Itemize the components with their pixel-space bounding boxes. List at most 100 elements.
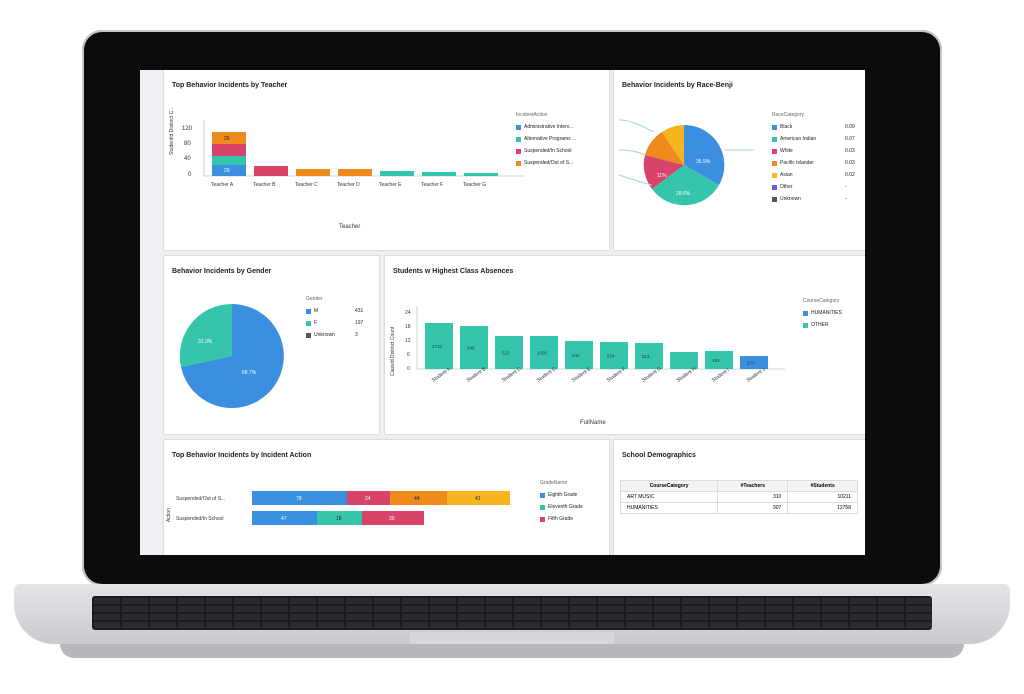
panel-class-absences: Students w Highest Class Absences ClassI… [385, 256, 865, 434]
bar-label: 523 [502, 351, 510, 356]
pie-slice[interactable] [181, 304, 284, 408]
legend-label: Black [780, 124, 793, 130]
bar-label: 26 [224, 136, 230, 142]
bar[interactable] [464, 173, 498, 176]
bar[interactable] [425, 323, 453, 369]
legend-item[interactable]: Suspended/Out of S... [516, 160, 573, 166]
bar[interactable] [530, 336, 558, 369]
bar[interactable] [254, 166, 288, 176]
bar-segment[interactable] [212, 165, 246, 176]
bar[interactable] [705, 351, 733, 369]
table-row[interactable]: HUMANITIES 907 12758 [619, 502, 858, 514]
y-axis-label: Action [166, 508, 172, 522]
slice-label: 68.7% [242, 370, 257, 376]
legend-value: 3 [355, 332, 358, 338]
legend-label: White [780, 148, 793, 154]
legend-label: Eighth Grade [548, 492, 578, 498]
bar[interactable] [296, 169, 330, 176]
legend-title: RaceCategory [772, 112, 804, 118]
table-cell: HUMANITIES [619, 502, 719, 514]
bar-label: 18 [336, 516, 342, 522]
panel-incidents-by-teacher: Top Behavior Incidents by Teacher Studen… [164, 70, 609, 250]
slice-label: 35.9% [696, 159, 711, 165]
bar[interactable] [670, 352, 698, 369]
table-cell: 310 [717, 491, 789, 503]
legend-item[interactable]: Administrative Interv... [516, 124, 573, 130]
legend-item[interactable]: Unknown - [772, 196, 847, 202]
column-header[interactable]: #Teachers [717, 480, 789, 492]
legend-item[interactable]: Fifth Grade [540, 516, 573, 522]
panel-title: Top Behavior Incidents by Incident Actio… [172, 452, 312, 459]
legend-item[interactable]: American Indian 0.07 [772, 136, 855, 142]
bar-segment[interactable] [212, 132, 246, 144]
demographics-table: CourseCategory #Teachers #Students ART M… [619, 480, 858, 514]
dashboard-screen: Top Behavior Incidents by Teacher Studen… [140, 70, 865, 555]
pie-race: 35.9% 28.6% 11% [618, 119, 754, 206]
bar-segment[interactable] [252, 491, 347, 505]
legend-item[interactable]: OTHER [803, 322, 829, 328]
column-header[interactable]: CourseCategory [619, 480, 719, 492]
bar[interactable] [600, 342, 628, 369]
legend-swatch [772, 124, 777, 130]
legend-label: Unknown [314, 332, 335, 338]
legend-item[interactable]: Suspended/In School [516, 148, 572, 154]
bar-segment[interactable] [212, 144, 246, 156]
table-row[interactable]: ART MUSIC 310 10211 [619, 491, 858, 503]
bar[interactable] [460, 326, 488, 369]
pie-slice[interactable] [179, 303, 232, 367]
bar[interactable] [338, 169, 372, 176]
pie-slice[interactable] [652, 165, 719, 206]
panel-title: Behavior Incidents by Gender [172, 268, 272, 275]
legend-item[interactable]: HUMANITIES [803, 310, 842, 316]
legend-item[interactable]: Pacific Islander 0.03 [772, 160, 855, 166]
bar-segment[interactable] [390, 491, 447, 505]
y-tick: 40 [184, 156, 191, 162]
legend-item[interactable]: Black 0.09 [772, 124, 855, 130]
table-cell: ART MUSIC [619, 491, 719, 503]
bar-label: 573 [747, 361, 755, 366]
bar[interactable] [565, 341, 593, 369]
bar-label: 524 [607, 354, 615, 359]
legend-swatch [540, 492, 545, 498]
pie-gender: 68.7% 31.3% [179, 303, 284, 408]
column-header[interactable]: #Students [787, 480, 858, 492]
legend-item[interactable]: M 431 [306, 308, 363, 314]
legend-item[interactable]: Unknown 3 [306, 332, 358, 338]
bar[interactable] [495, 336, 523, 369]
table-cell: 907 [717, 502, 789, 514]
legend-swatch [516, 136, 521, 142]
legend-swatch [306, 308, 311, 314]
bar[interactable] [635, 343, 663, 369]
y-axis-label: ClassId Distinct Count [390, 326, 396, 376]
bar[interactable] [422, 172, 456, 176]
legend-item[interactable]: Alternative Programs ... [516, 136, 576, 142]
legend-item[interactable]: Other - [772, 184, 847, 190]
bar-label: 493 [712, 358, 720, 363]
bar-segment[interactable] [362, 511, 424, 525]
legend-value: 0.03 [845, 160, 855, 166]
legend-item[interactable]: Asian 0.02 [772, 172, 855, 178]
legend-item[interactable]: White 0.03 [772, 148, 855, 154]
bar[interactable] [740, 356, 768, 369]
pie-slice[interactable] [645, 132, 684, 165]
legend-title: GradeName [540, 480, 568, 486]
legend-item[interactable]: Eighth Grade [540, 492, 577, 498]
bar[interactable] [380, 171, 414, 176]
bar-label: 29 [224, 168, 230, 174]
y-tick: 24 [405, 310, 411, 316]
legend-item[interactable]: F 197 [306, 320, 363, 326]
bar-label: 246 [467, 346, 475, 351]
bar-segment[interactable] [212, 156, 246, 165]
pie-slice[interactable] [662, 125, 684, 165]
bar-segment[interactable] [447, 491, 510, 505]
legend-label: Suspended/Out of S... [524, 160, 574, 166]
x-axis-label: FullName [580, 420, 606, 426]
bar-segment[interactable] [252, 511, 317, 525]
legend-item[interactable]: Eleventh Grade [540, 504, 583, 510]
bar-segment[interactable] [317, 511, 362, 525]
pie-slice[interactable] [684, 124, 725, 185]
pie-slice[interactable] [643, 155, 684, 189]
x-tick: Teacher F [421, 182, 443, 188]
bar-segment[interactable] [347, 491, 390, 505]
legend-value: 0.03 [845, 148, 855, 154]
